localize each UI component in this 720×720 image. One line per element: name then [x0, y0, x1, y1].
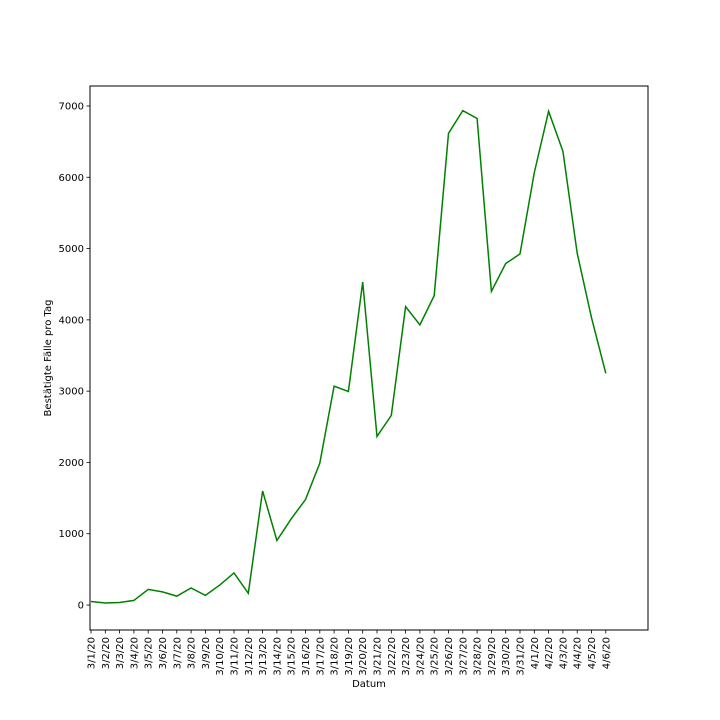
- y-tick-label: 2000: [59, 458, 84, 469]
- x-tick-label: 3/17/20: [315, 637, 326, 676]
- y-tick-label: 7000: [59, 101, 84, 112]
- x-tick-label: 3/14/20: [272, 637, 283, 676]
- y-axis-ticks: 0 1000 2000 3000 4000 5000 6000 7000: [59, 101, 90, 612]
- x-tick-label: 3/22/20: [387, 637, 398, 676]
- x-tick-label: 3/1/20: [87, 637, 98, 669]
- x-tick-label: 3/26/20: [444, 637, 455, 676]
- y-tick-label: 4000: [59, 315, 84, 326]
- x-tick-label: 3/16/20: [301, 637, 312, 676]
- x-tick-label: 3/28/20: [473, 637, 484, 676]
- x-tick-label: 3/5/20: [144, 637, 155, 669]
- x-tick-label: 4/5/20: [587, 637, 598, 669]
- x-tick-label: 3/7/20: [172, 637, 183, 669]
- x-tick-label: 3/18/20: [330, 637, 341, 676]
- x-tick-label: 3/30/20: [501, 637, 512, 676]
- x-tick-label: 3/9/20: [201, 637, 212, 669]
- x-tick-label: 3/19/20: [344, 637, 355, 676]
- x-tick-label: 3/10/20: [215, 637, 226, 676]
- x-tick-label: 3/12/20: [244, 637, 255, 676]
- x-tick-label: 3/20/20: [358, 637, 369, 676]
- y-tick-label: 5000: [59, 244, 84, 255]
- x-tick-label: 3/15/20: [287, 637, 298, 676]
- x-tick-label: 3/8/20: [187, 637, 198, 669]
- x-tick-label: 3/23/20: [401, 637, 412, 676]
- x-tick-label: 3/11/20: [230, 637, 241, 676]
- x-tick-label: 3/24/20: [415, 637, 426, 676]
- x-tick-label: 4/3/20: [558, 637, 569, 669]
- x-tick-label: 4/2/20: [544, 637, 555, 669]
- x-tick-label: 4/6/20: [601, 637, 612, 669]
- x-tick-label: 3/25/20: [430, 637, 441, 676]
- x-tick-label: 3/27/20: [458, 637, 469, 676]
- y-axis-label: Bestätigte Fälle pro Tag: [43, 300, 54, 417]
- x-tick-label: 3/4/20: [129, 637, 140, 669]
- x-axis-label: Datum: [352, 679, 386, 690]
- x-tick-label: 3/31/20: [516, 637, 527, 676]
- y-tick-label: 6000: [59, 173, 84, 184]
- series-line: [90, 108, 607, 604]
- x-tick-label: 3/6/20: [158, 637, 169, 669]
- x-tick-label: 3/13/20: [258, 637, 269, 676]
- x-axis-ticks: 3/1/20 3/2/20 3/3/20 3/4/20 3/5/20 3/6/20 3/7/…: [87, 630, 612, 676]
- y-tick-label: 0: [78, 601, 84, 612]
- x-tick-label: 3/2/20: [101, 637, 112, 669]
- x-tick-label: 3/21/20: [373, 637, 384, 676]
- x-tick-label: 4/1/20: [530, 637, 541, 669]
- x-tick-label: 4/4/20: [573, 637, 584, 669]
- x-tick-label: 3/29/20: [487, 637, 498, 676]
- y-tick-label: 3000: [59, 387, 84, 398]
- y-tick-label: 1000: [59, 529, 84, 540]
- x-tick-label: 3/3/20: [115, 637, 126, 669]
